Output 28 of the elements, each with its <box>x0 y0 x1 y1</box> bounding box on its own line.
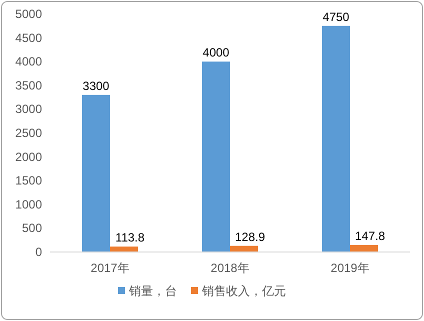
y-tick-label: 3500 <box>15 78 42 92</box>
y-tick-label: 4500 <box>15 30 42 45</box>
x-tick-label: 2018年 <box>210 261 250 275</box>
bar <box>202 62 230 252</box>
legend-label: 销量，台 <box>128 284 177 298</box>
x-tick-label: 2019年 <box>330 261 370 275</box>
data-label: 4000 <box>202 46 230 60</box>
data-label: 128.9 <box>234 230 266 244</box>
y-tick-label: 4000 <box>15 54 42 69</box>
bar <box>82 94 110 252</box>
x-tick-label: 2017年 <box>90 261 130 275</box>
data-label: 4750 <box>322 10 350 24</box>
y-tick-label: 2500 <box>15 126 42 140</box>
y-tick-label: 500 <box>22 221 42 236</box>
y-tick-label: 1500 <box>15 174 42 188</box>
bar <box>322 26 350 252</box>
legend-label: 销售收入，亿元 <box>201 284 286 298</box>
bar <box>110 246 138 252</box>
y-tick-label: 5000 <box>15 7 42 21</box>
data-label: 3300 <box>82 78 110 93</box>
y-tick-label: 2000 <box>15 150 42 164</box>
bar <box>230 246 258 252</box>
y-tick-label: 0 <box>35 245 42 259</box>
bar <box>350 244 378 252</box>
y-tick-label: 3000 <box>15 102 42 116</box>
data-label: 147.8 <box>354 228 386 243</box>
data-label: 113.8 <box>115 230 145 245</box>
y-tick-label: 1000 <box>15 197 42 212</box>
